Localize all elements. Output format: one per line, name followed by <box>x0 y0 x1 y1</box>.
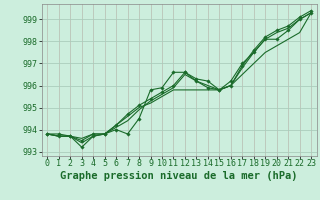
X-axis label: Graphe pression niveau de la mer (hPa): Graphe pression niveau de la mer (hPa) <box>60 171 298 181</box>
